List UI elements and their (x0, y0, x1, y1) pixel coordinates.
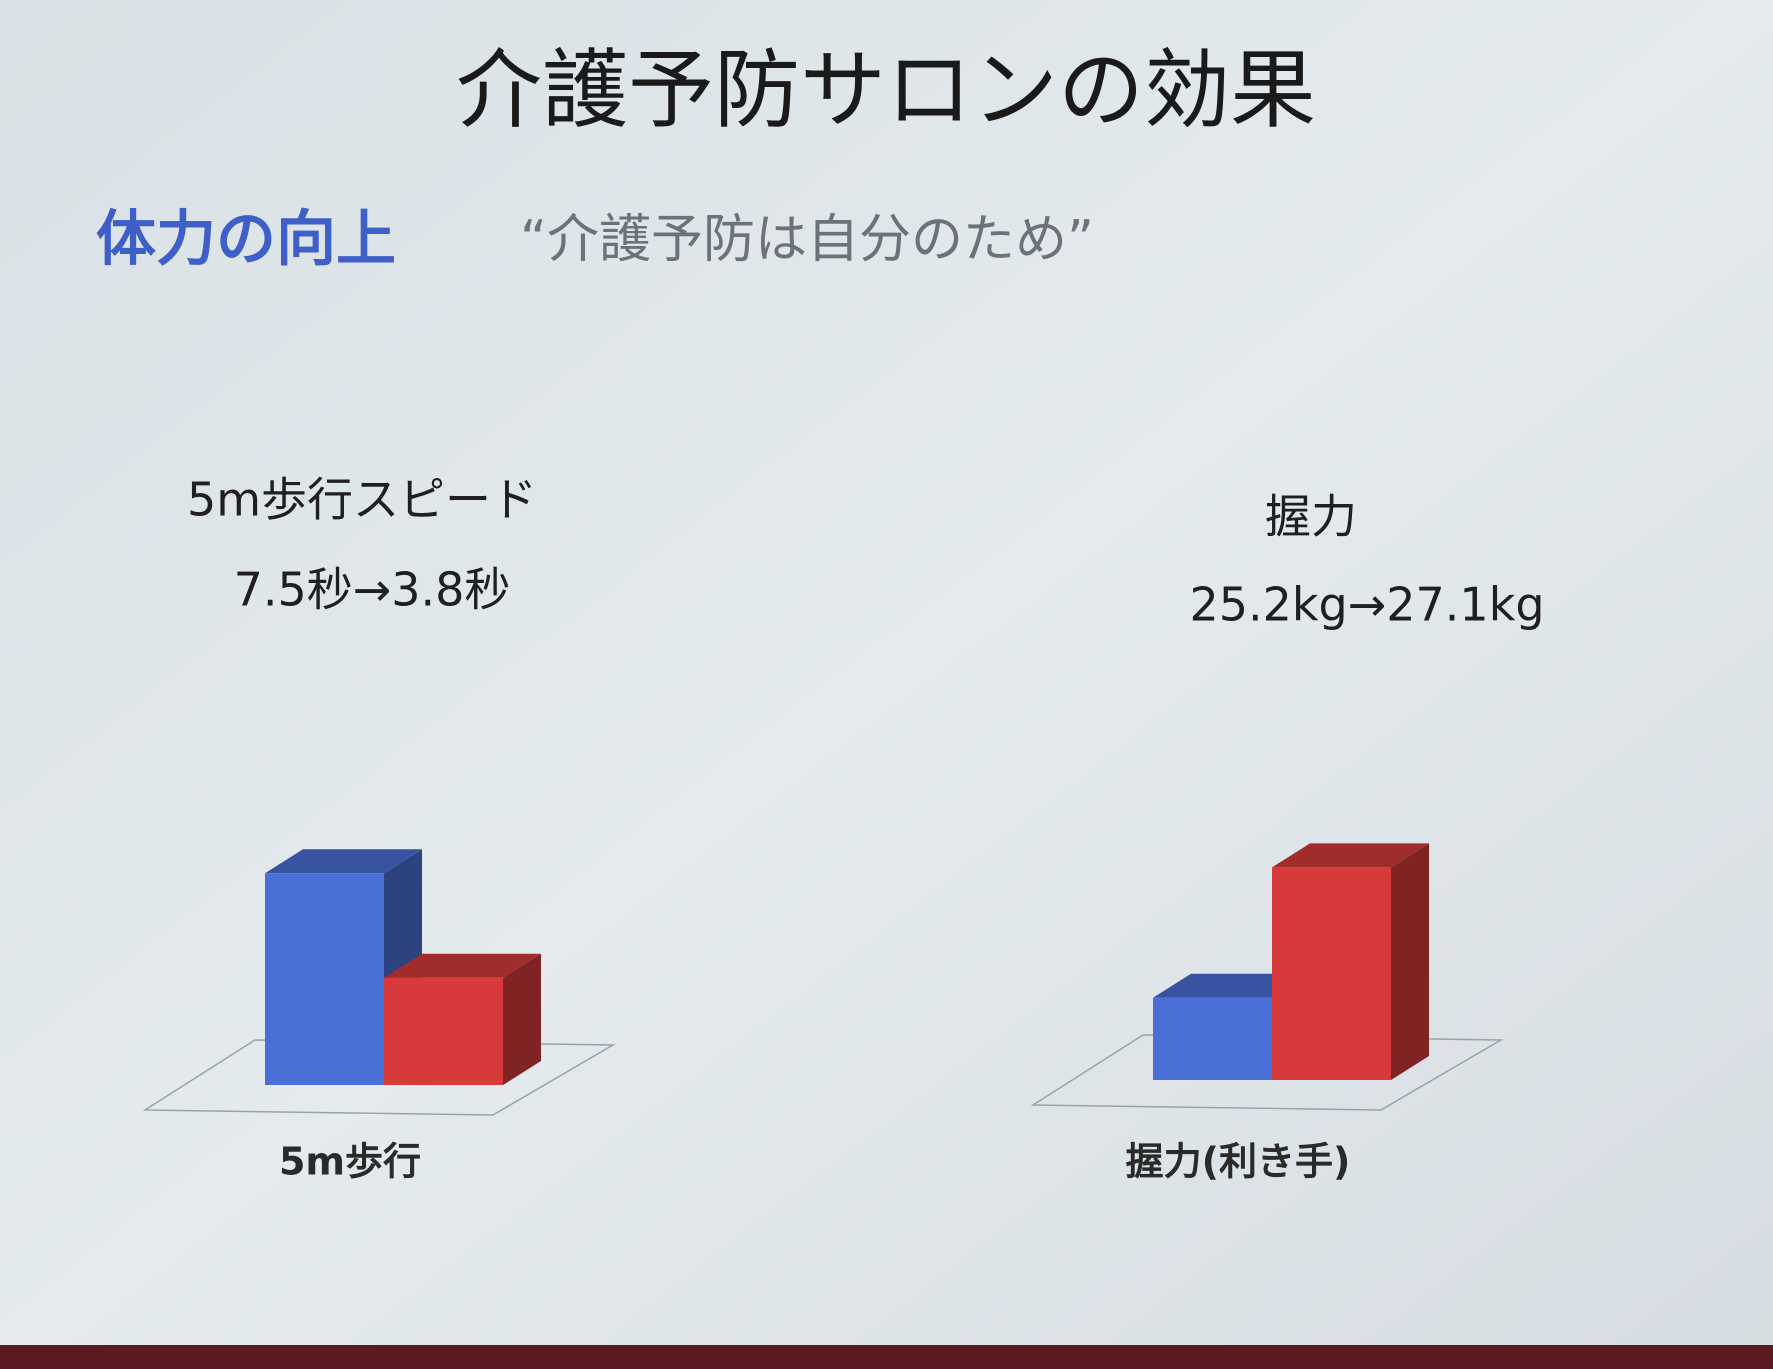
slide-quote: “介護予防は自分のため” (520, 210, 1094, 270)
floor (142, 1039, 616, 1116)
floor (1030, 1034, 1504, 1111)
bar (1272, 867, 1391, 1080)
x-axis-label: 5m歩行 (279, 1140, 421, 1184)
bar-top (384, 953, 541, 978)
annotation: 7.5秒→3.8秒 (234, 563, 511, 617)
bar-top (265, 849, 422, 874)
chart-title: 握力 (1265, 490, 1357, 544)
annotation: 25.2kg→27.1kg (1189, 578, 1544, 632)
chart-title: 5m歩行スピード (187, 473, 537, 527)
x-axis-label: 握力(利き手) (1126, 1140, 1351, 1184)
bar-side (1391, 843, 1429, 1080)
slide-heading: 体力の向上 (96, 205, 396, 275)
bar-side (503, 953, 541, 1085)
bar-top (1272, 843, 1429, 868)
bar (1153, 997, 1272, 1080)
bottom-edge (0, 1345, 1773, 1369)
slide-title: 介護予防サロンの効果 (456, 40, 1316, 140)
bar (265, 873, 384, 1085)
bar (384, 977, 503, 1085)
bar-top (1153, 973, 1310, 998)
